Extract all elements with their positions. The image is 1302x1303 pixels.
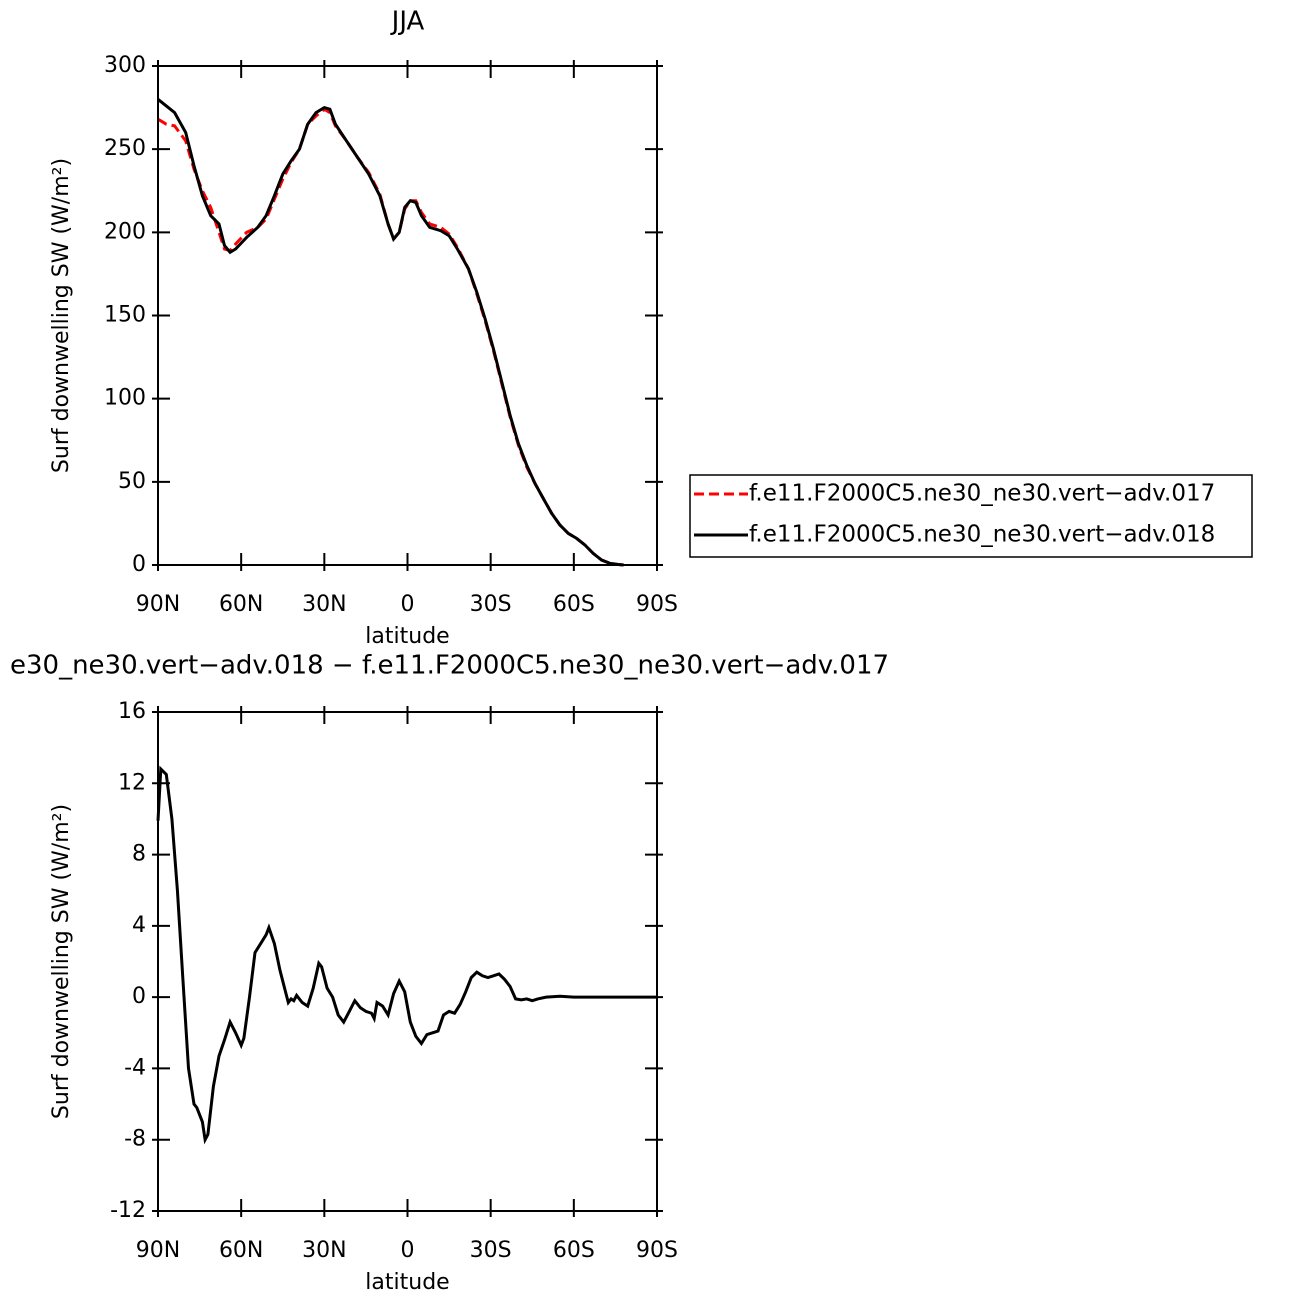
y-axis-label: Surf downwelling SW (W/m²) bbox=[49, 804, 74, 1119]
y-tick-label: 0 bbox=[132, 984, 146, 1009]
y-tick-label: -12 bbox=[110, 1198, 146, 1223]
y-tick-label: 50 bbox=[118, 469, 146, 494]
y-tick-label: 100 bbox=[104, 386, 146, 411]
y-tick-label: 8 bbox=[132, 842, 146, 867]
x-tick-label: 60S bbox=[553, 1238, 595, 1263]
x-tick-label: 0 bbox=[401, 1238, 415, 1263]
x-tick-label: 90S bbox=[636, 1238, 678, 1263]
y-tick-label: 200 bbox=[104, 219, 146, 244]
x-tick-label: 0 bbox=[401, 592, 415, 617]
y-tick-label: 4 bbox=[132, 913, 146, 938]
x-tick-label: 30N bbox=[302, 592, 346, 617]
y-tick-label: 0 bbox=[132, 552, 146, 577]
x-tick-label: 60N bbox=[219, 1238, 263, 1263]
plot-frame bbox=[157, 711, 658, 1212]
x-tick-label: 30S bbox=[470, 592, 512, 617]
data-line bbox=[157, 107, 624, 567]
x-axis-label: latitude bbox=[365, 624, 449, 649]
y-tick-label: 300 bbox=[104, 53, 146, 78]
plot-frame bbox=[157, 65, 658, 566]
x-tick-label: 60S bbox=[553, 592, 595, 617]
y-tick-label: -4 bbox=[124, 1055, 146, 1080]
data-line bbox=[157, 98, 624, 567]
x-tick-label: 90S bbox=[636, 592, 678, 617]
data-line bbox=[156, 765, 657, 1145]
legend-label: f.e11.F2000C5.ne30_ne30.vert−adv.017 bbox=[749, 481, 1215, 507]
x-tick-label: 90N bbox=[136, 1238, 180, 1263]
legend-box bbox=[689, 474, 1253, 558]
y-tick-label: 12 bbox=[118, 770, 146, 795]
y-tick-label: -8 bbox=[124, 1127, 146, 1152]
y-tick-label: 16 bbox=[118, 699, 146, 724]
chart-title: e30_ne30.vert−adv.018 − f.e11.F2000C5.ne… bbox=[10, 651, 889, 681]
x-tick-label: 30N bbox=[302, 1238, 346, 1263]
x-axis-label: latitude bbox=[365, 1270, 449, 1295]
x-tick-label: 90N bbox=[136, 592, 180, 617]
x-tick-label: 30S bbox=[470, 1238, 512, 1263]
legend-label: f.e11.F2000C5.ne30_ne30.vert−adv.018 bbox=[749, 522, 1215, 548]
x-tick-label: 60N bbox=[219, 592, 263, 617]
y-tick-label: 150 bbox=[104, 303, 146, 328]
y-axis-label: Surf downwelling SW (W/m²) bbox=[49, 158, 74, 473]
chart-title: JJA bbox=[390, 7, 425, 37]
y-tick-label: 250 bbox=[104, 136, 146, 161]
